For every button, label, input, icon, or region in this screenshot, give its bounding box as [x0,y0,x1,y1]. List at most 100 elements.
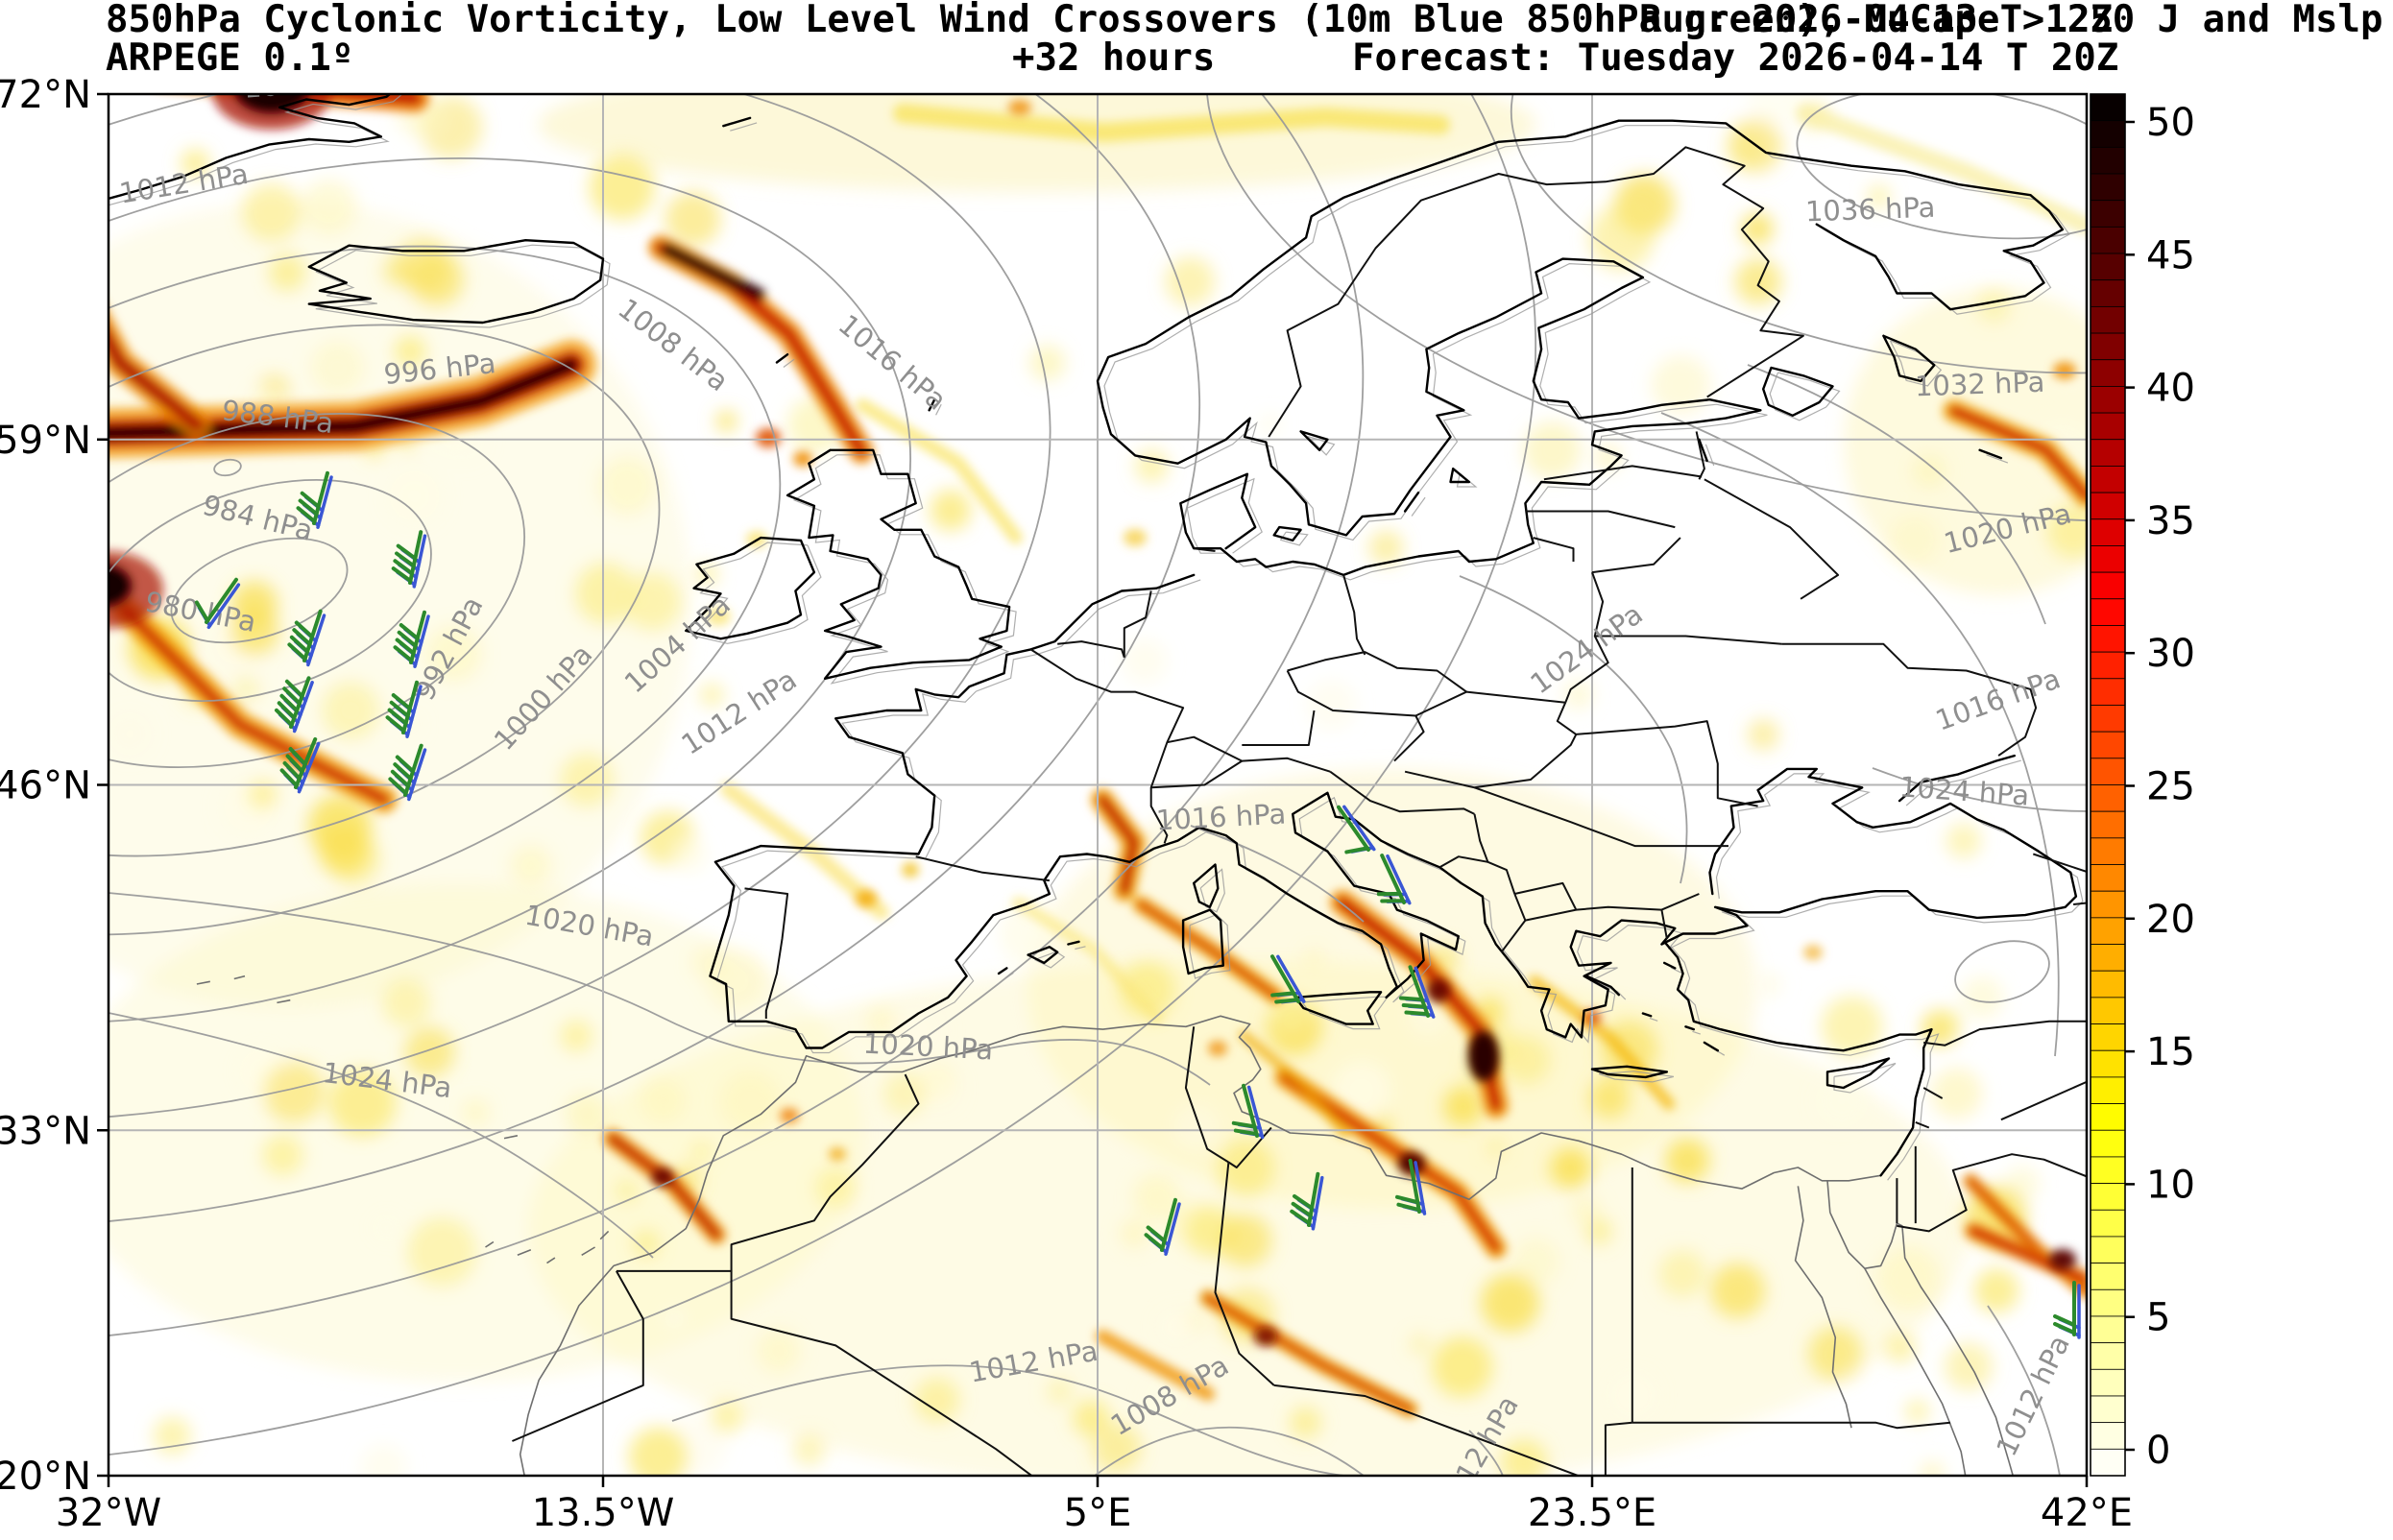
isobar-label: 1032 hPa [1914,366,2044,403]
vorticity-speckle [1710,1263,1766,1318]
country-border [1329,770,1475,815]
vorticity-speckle [560,753,614,807]
barb-feather [1233,1128,1259,1137]
barb-feather [292,628,312,646]
coastline-detail [109,94,403,206]
country-border [1594,635,1782,645]
isobar-ring [109,412,525,769]
barb-feather [395,638,416,656]
colorbar-cell [2090,1342,2126,1370]
coastline [1797,156,2065,311]
vorticity-streak [109,326,204,431]
isobar-curve [1468,1430,1504,1476]
vorticity-speckle [1119,961,1175,1019]
country-border [1661,893,1700,911]
barb-feather [1291,1201,1313,1218]
vorticity-streak [1097,794,1140,896]
vorticity-speckle [268,253,306,292]
y-tick-label: 46°N [0,764,91,808]
coastline-detail [1804,161,2070,315]
coastline-gray [1829,1212,2015,1476]
country-border [1525,510,1676,529]
country-border [1704,478,1840,600]
isobar-curve [1987,1305,2061,1476]
country-border [1632,1421,1951,1430]
coastline [1181,908,1225,975]
barb-part [279,736,318,789]
vorticity-blob [706,607,731,626]
coastline [1027,946,1059,965]
colorbar-cell [2090,1263,2126,1290]
country-border [744,887,789,1019]
coastline [1299,430,1329,451]
barb-part [393,610,426,664]
vorticity-speckle [404,1026,455,1077]
colorbar-cell [2090,997,2126,1024]
wind-barb [388,743,427,802]
axes-layer: 32°W 13.5°W 5°E 23.5°E 42°E 72°N 59°N 46°N 33°N 2… [0,73,2133,1535]
barb-feather [2053,1314,2076,1327]
coastline-detail [1411,496,1426,517]
isobar-curve [1459,575,1688,884]
vorticity-speckle [1816,1075,1868,1127]
vorticity-speckle [301,179,357,235]
coastline-gray [599,1230,610,1240]
wind-barb [391,530,427,589]
coastline [1882,334,1936,383]
barb-part [1144,1197,1177,1252]
barb-part [274,676,311,729]
isobar-curve [1872,767,2087,812]
colorbar-tick-label: 25 [2146,765,2195,809]
vorticity-speckle [321,682,379,740]
coastline-gray [1794,1186,1852,1429]
vorticity-streak [1012,897,1163,1023]
vorticity-streak [1203,1293,1414,1414]
vorticity-speckle [1867,184,1891,208]
coastline-detail [691,541,822,644]
country-border [1591,537,1681,574]
vorticity-speckle [1930,1068,1983,1119]
barb-feather [1404,1010,1430,1017]
colorbar-cell [2090,1236,2126,1264]
vorticity-blob [1208,1041,1227,1056]
coastline [685,536,816,640]
isobar-ring [109,324,661,857]
vorticity-speckle [815,1167,856,1208]
country-border [1564,571,1609,704]
x-tick-label: 5°E [1064,1491,1132,1535]
vorticity-speckle [1571,1195,1601,1225]
country-border [1897,1153,2087,1233]
coastline [1978,448,2003,460]
vorticity-speckle [1073,1400,1110,1437]
vorticity-blob [109,563,133,609]
isobar-label: 1020 hPa [862,1026,994,1066]
colorbar-cell [2090,1395,2126,1424]
vorticity-speckle [408,252,465,307]
vorticity-speckle [633,1230,660,1257]
vorticity-wash [109,883,864,1383]
vorticity-speckle [1920,1461,1945,1476]
country-border [1242,710,1316,746]
colorbar-tick-label: 0 [2146,1429,2170,1473]
colorbar-tick-label: 15 [2146,1030,2195,1074]
vorticity-speckle [1585,1217,1612,1244]
vorticity-speckle [317,823,371,877]
vorticity-blob [829,1147,846,1161]
vorticity-speckle [242,182,302,242]
vorticity-speckle [1122,638,1168,685]
vorticity-speckle [1159,1311,1192,1343]
coastline [1703,1041,1720,1052]
vorticity-speckle [1609,1371,1657,1420]
isobar-curve [109,1012,654,1259]
country-border [1474,786,1728,848]
coastline-gray [503,1135,519,1140]
barb-feather [300,491,321,509]
coastline [1067,940,1080,946]
country-border [1923,1020,2087,1047]
coastline [997,967,1008,975]
coastline-gray [519,1015,1881,1476]
barb-part [194,577,238,624]
barb-part [296,470,329,525]
